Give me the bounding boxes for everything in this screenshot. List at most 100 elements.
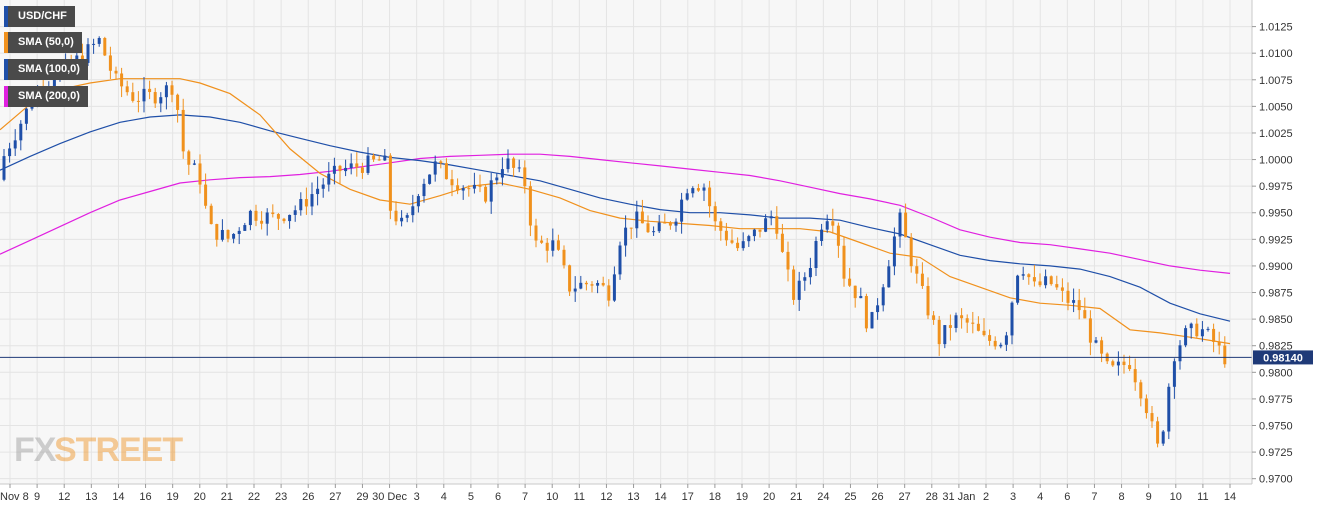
candle-body: [1077, 300, 1081, 311]
candle-body: [685, 193, 689, 200]
candle-body: [360, 167, 364, 173]
candle-body: [932, 315, 936, 320]
candle-body: [859, 296, 863, 299]
candle-up: [859, 287, 863, 299]
candle-body: [114, 70, 118, 74]
candle-body: [153, 92, 157, 104]
candle-up: [892, 227, 896, 276]
candle-down: [965, 314, 969, 333]
candle-up: [803, 272, 807, 291]
y-tick-label: 0.9925: [1259, 234, 1293, 246]
legend-label-sma50: SMA (50,0): [18, 36, 74, 48]
sma-200-line: [0, 153, 1231, 274]
legend-swatch-sma50: [4, 32, 8, 53]
candle-down: [478, 174, 482, 193]
candle-body: [831, 221, 835, 226]
candle-up: [797, 271, 801, 311]
y-tick-label: 0.9975: [1259, 181, 1293, 193]
candle-down: [114, 66, 118, 80]
candle-body: [1178, 345, 1182, 362]
candle-up: [1094, 336, 1098, 344]
candle-body: [456, 185, 460, 191]
candle-body: [663, 222, 667, 224]
candle-body: [775, 216, 779, 234]
legend-label-sma100: SMA (100,0): [18, 63, 80, 75]
candle-down: [181, 98, 185, 159]
logo-fx: FX: [14, 431, 57, 469]
candle-down: [786, 241, 790, 282]
candle-body: [568, 265, 572, 292]
candle-down: [1111, 359, 1115, 367]
candle-down: [556, 234, 560, 251]
candle-body: [8, 148, 12, 157]
candle-body: [405, 215, 409, 218]
candle-down: [355, 152, 359, 177]
legend-swatch-usdchf: [4, 6, 8, 27]
candle-body: [1083, 310, 1087, 319]
candle-down: [120, 67, 124, 98]
candle-up: [237, 227, 241, 245]
candle-body: [1189, 323, 1193, 329]
candle-body: [304, 199, 308, 207]
candle-body: [310, 194, 314, 207]
candle-body: [803, 277, 807, 281]
candle-down: [1083, 297, 1087, 319]
candle-down: [1139, 379, 1143, 407]
x-tick-label: 8: [1118, 491, 1124, 503]
candle-up: [747, 234, 751, 247]
candle-body: [1161, 431, 1165, 444]
candle-down: [780, 223, 784, 253]
candle-body: [1100, 340, 1104, 354]
candle-down: [696, 183, 700, 192]
candle-body: [960, 315, 964, 319]
candle-body: [204, 184, 208, 206]
y-tick-label: 1.0025: [1259, 128, 1293, 140]
x-tick-label: 26: [871, 491, 883, 503]
candle-down: [915, 258, 919, 284]
x-tick-label: 3: [1010, 491, 1016, 503]
x-tick-label: 21: [790, 491, 802, 503]
candle-body: [254, 210, 258, 221]
x-tick-label: 2: [983, 491, 989, 503]
candle-down: [932, 311, 936, 325]
candle-body: [1049, 276, 1053, 285]
candle-body: [444, 163, 448, 180]
candle-down: [993, 336, 997, 350]
candle-up: [1178, 340, 1182, 370]
candle-up: [1200, 321, 1204, 342]
x-tick-label: 27: [329, 491, 341, 503]
candle-body: [943, 325, 947, 345]
candle-down: [125, 80, 129, 96]
x-tick-label: 13: [85, 491, 97, 503]
candle-up: [551, 228, 555, 257]
candle-body: [1038, 281, 1042, 286]
candle-down: [304, 187, 308, 215]
candle-down: [136, 91, 140, 113]
candle-up: [310, 182, 314, 216]
candle-body: [260, 220, 264, 224]
x-tick-label: 29: [356, 491, 368, 503]
x-tick-label: 9: [34, 491, 40, 503]
candle-down: [590, 281, 594, 293]
candle-up: [517, 159, 521, 173]
candle-up: [461, 185, 465, 200]
candle-down: [170, 80, 174, 103]
candle-up: [596, 280, 600, 294]
candle-down: [1156, 416, 1160, 448]
candle-body: [148, 88, 152, 93]
x-tick-label: 26: [302, 491, 314, 503]
candle-up: [1161, 430, 1165, 446]
candle-down: [724, 222, 728, 246]
candle-body: [316, 188, 320, 195]
candle-body: [551, 240, 555, 251]
candle-body: [1195, 323, 1199, 337]
candle-body: [1088, 318, 1092, 343]
candle-body: [1133, 369, 1137, 383]
candle-body: [691, 188, 695, 194]
candle-up: [1016, 274, 1020, 305]
candle-body: [332, 165, 336, 174]
candle-up: [416, 193, 420, 213]
candle-body: [383, 155, 387, 161]
x-tick-label: 12: [600, 491, 612, 503]
candle-body: [108, 55, 112, 71]
